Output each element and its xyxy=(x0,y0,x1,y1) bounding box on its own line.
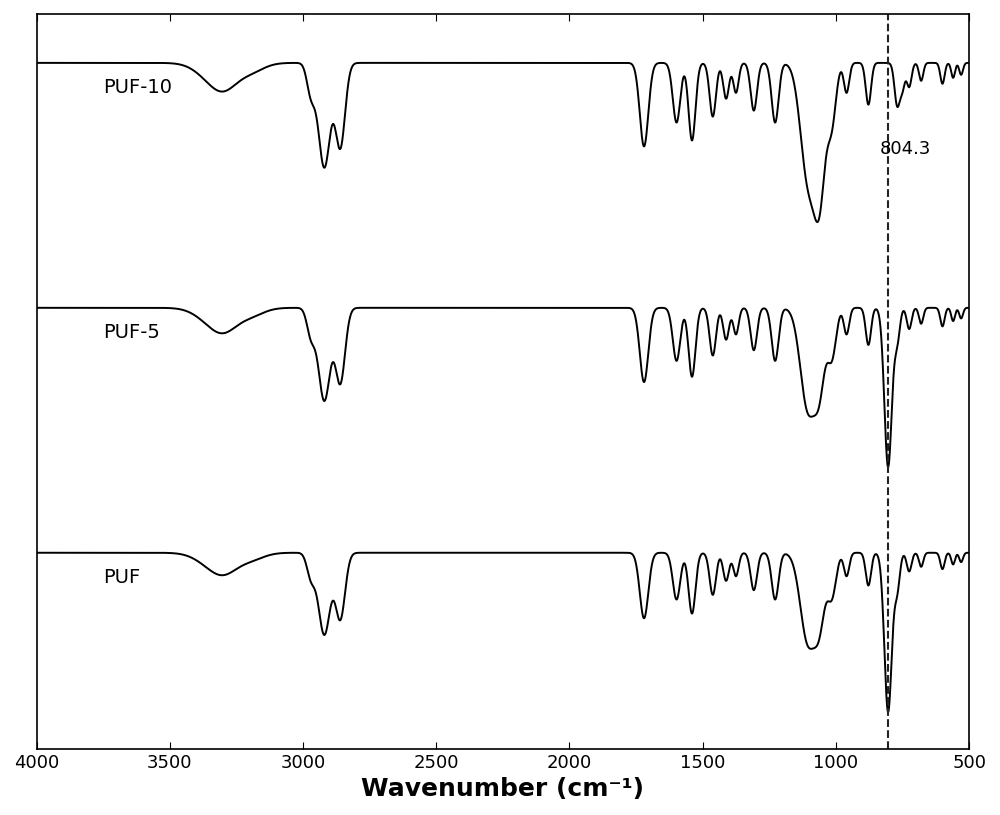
Text: PUF-5: PUF-5 xyxy=(103,323,160,341)
Text: 804.3: 804.3 xyxy=(880,139,931,157)
Text: PUF: PUF xyxy=(103,568,140,587)
X-axis label: Wavenumber (cm⁻¹): Wavenumber (cm⁻¹) xyxy=(361,778,644,801)
Text: PUF-10: PUF-10 xyxy=(103,78,172,97)
